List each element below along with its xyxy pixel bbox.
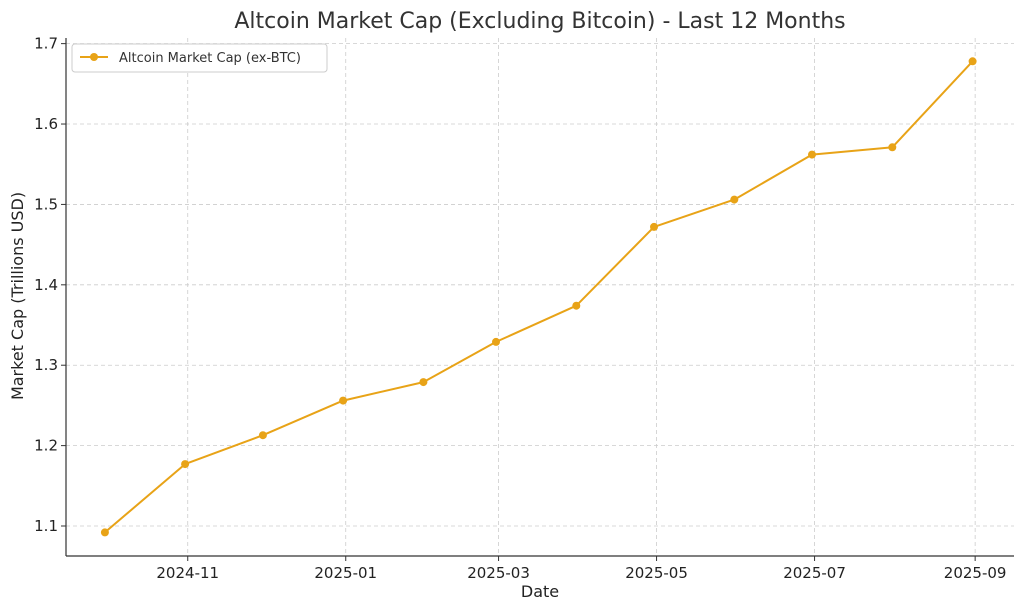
legend: Altcoin Market Cap (ex-BTC) (71, 43, 328, 73)
x-tick-label: 2025-03 (467, 564, 530, 582)
x-tick-label: 2025-05 (625, 564, 688, 582)
y-tick-label: 1.6 (34, 115, 58, 133)
y-tick-label: 1.7 (34, 35, 58, 53)
x-tick-label: 2025-01 (314, 564, 377, 582)
data-point (650, 222, 658, 231)
data-point (258, 431, 267, 440)
data-point (572, 301, 581, 310)
legend-box (71, 43, 328, 73)
chart-title: Altcoin Market Cap (Excluding Bitcoin) -… (234, 9, 845, 34)
x-tick-label: 2025-07 (783, 564, 846, 582)
series-line (104, 60, 974, 534)
y-tick-label: 1.2 (34, 437, 58, 455)
data-point (492, 337, 500, 346)
y-tick-label: 1.4 (34, 276, 58, 294)
legend-marker-swatch (90, 53, 98, 61)
y-tick-label: 1.3 (34, 356, 58, 374)
grid (66, 38, 1014, 556)
data-point (888, 143, 897, 152)
data-point (339, 396, 348, 405)
data-point (419, 378, 428, 387)
axes (65, 38, 1014, 557)
series (100, 57, 977, 537)
data-point (181, 460, 190, 469)
x-tick-label: 2025-09 (944, 564, 1007, 582)
y-tick-label: 1.5 (34, 195, 58, 213)
x-tick-label: 2024-11 (156, 564, 219, 582)
data-point (808, 150, 816, 159)
legend-label: Altcoin Market Cap (ex-BTC) (119, 51, 301, 66)
data-point (730, 195, 739, 204)
data-point (100, 528, 109, 537)
x-axis-label: Date (521, 582, 559, 601)
y-axis-label: Market Cap (Trillions USD) (8, 192, 27, 400)
data-point (968, 57, 977, 66)
ticks: 2024-11 2025-01 2025-03 2025-05 2025-07 2025-… (34, 35, 1006, 582)
y-tick-label: 1.1 (34, 517, 58, 535)
